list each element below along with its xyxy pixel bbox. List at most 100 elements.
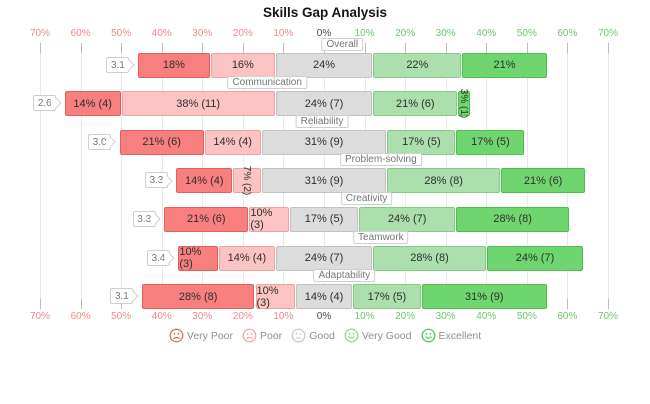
category-label-creativity: Creativity: [340, 191, 393, 205]
score-tag-teamwork: 3.4: [146, 249, 170, 266]
axis-tick: [486, 43, 488, 53]
axis-label-top: 40%: [151, 28, 172, 39]
axis-label-top: 30%: [192, 28, 213, 39]
segment-very-good[interactable]: 21% (6): [373, 91, 458, 117]
segment-poor[interactable]: 14% (4): [204, 129, 261, 155]
smile-face-icon: [421, 328, 435, 343]
legend-item-poor[interactable]: Poor: [242, 328, 282, 343]
segment-good[interactable]: 14% (4): [296, 284, 352, 310]
segment-good[interactable]: 24% (7): [275, 91, 373, 117]
grid-line: [40, 44, 41, 309]
axis-label-bottom: 10%: [354, 311, 375, 322]
axis-label-bottom: 50%: [516, 311, 537, 322]
axis-tick: [80, 43, 82, 53]
segment-poor[interactable]: 16%: [210, 52, 275, 78]
axis-tick: [364, 43, 366, 53]
segment-very-good[interactable]: 22%: [373, 52, 462, 78]
segment-poor[interactable]: 10% (3): [249, 206, 289, 232]
axis-label-bottom: 40%: [151, 311, 172, 322]
axis-tick: [80, 299, 82, 309]
segment-very-poor[interactable]: 21% (6): [119, 129, 204, 155]
segment-excellent[interactable]: 24% (7): [486, 245, 584, 271]
legend-label: Excellent: [438, 329, 482, 342]
axis-label-top: 70%: [597, 28, 618, 39]
segment-very-poor[interactable]: 14% (4): [64, 91, 121, 117]
segment-excellent[interactable]: 3% (1): [458, 88, 470, 119]
axis-tick: [608, 43, 609, 53]
segment-very-good[interactable]: 24% (7): [359, 206, 456, 232]
axis-label-bottom: 70%: [597, 311, 618, 322]
segment-poor[interactable]: 10% (3): [255, 284, 296, 310]
axis-tick: [445, 43, 447, 53]
segment-poor[interactable]: 7% (2): [233, 166, 261, 196]
axis-label-bottom: 60%: [557, 311, 578, 322]
segment-very-good[interactable]: 28% (8): [373, 245, 486, 271]
axis-label-top: 70%: [29, 28, 50, 39]
score-tag-reliability: 3.0: [88, 133, 112, 150]
axis-tick: [40, 43, 41, 53]
legend-item-excellent[interactable]: Excellent: [421, 328, 482, 343]
axis-label-top: 10%: [354, 28, 375, 39]
axis-tick: [567, 299, 569, 309]
axis-label-bottom: 70%: [29, 311, 50, 322]
segment-excellent[interactable]: 21%: [462, 52, 547, 78]
score-tag-problem-solving: 3.3: [144, 172, 168, 189]
segment-very-poor[interactable]: 28% (8): [141, 284, 255, 310]
segment-good[interactable]: 31% (9): [261, 129, 387, 155]
axis-label-bottom: 50%: [111, 311, 132, 322]
grid-line: [608, 44, 609, 309]
axis-label-top: 30%: [435, 28, 456, 39]
segment-very-poor[interactable]: 10% (3): [178, 245, 218, 271]
grid-line: [80, 44, 82, 309]
segment-very-good[interactable]: 17% (5): [387, 129, 456, 155]
axis-tick: [405, 43, 407, 53]
segment-very-poor[interactable]: 21% (6): [164, 206, 249, 232]
axis-label-top: 50%: [516, 28, 537, 39]
segment-poor[interactable]: 38% (11): [121, 91, 275, 117]
axis-label-bottom: 60%: [70, 311, 91, 322]
sad-face-icon: [242, 328, 257, 343]
axis-label-bottom: 30%: [192, 311, 213, 322]
axis-label-top: 60%: [70, 28, 91, 39]
legend-item-very-good[interactable]: Very Good: [344, 328, 412, 343]
score-tag-overall: 3.1: [106, 56, 130, 73]
segment-good[interactable]: 17% (5): [290, 206, 358, 232]
legend-item-very-poor[interactable]: Very Poor: [169, 328, 233, 343]
axis-tick: [242, 43, 244, 53]
category-label-adaptability: Adaptability: [313, 269, 376, 283]
legend-item-good[interactable]: Good: [291, 328, 335, 343]
segment-good[interactable]: 24%: [275, 52, 373, 78]
sad-face-icon: [169, 328, 184, 343]
axis-tick: [608, 299, 609, 309]
segment-good[interactable]: 24% (7): [275, 245, 373, 271]
segment-excellent[interactable]: 28% (8): [456, 206, 569, 232]
axis-tick: [202, 43, 204, 53]
segment-very-poor[interactable]: 14% (4): [176, 168, 233, 194]
segment-very-good[interactable]: 17% (5): [352, 284, 421, 310]
score-tag-creativity: 3.3: [132, 210, 156, 227]
axis-label-bottom: 10%: [273, 311, 294, 322]
segment-excellent[interactable]: 31% (9): [421, 284, 547, 310]
axis-label-bottom: 30%: [435, 311, 456, 322]
legend: Very Poor Poor Good Very Good Excellent: [0, 328, 650, 343]
score-tag-adaptability: 3.1: [110, 288, 134, 305]
axis-label-bottom: 20%: [232, 311, 253, 322]
segment-very-poor[interactable]: 18%: [137, 52, 210, 78]
chart-title: Skills Gap Analysis: [262, 5, 388, 20]
smile-face-icon: [344, 328, 359, 343]
segment-good[interactable]: 31% (9): [261, 168, 387, 194]
segment-poor[interactable]: 14% (4): [219, 245, 275, 271]
axis-label-top: 50%: [111, 28, 132, 39]
segment-value-rotated: 3% (1): [458, 88, 470, 119]
category-label-problem-solving: Problem-solving: [339, 153, 422, 167]
axis-label-top: 40%: [476, 28, 497, 39]
legend-label: Poor: [260, 329, 283, 342]
category-label-teamwork: Teamwork: [353, 230, 409, 244]
axis-label-top: 0%: [316, 28, 332, 39]
segment-excellent[interactable]: 21% (6): [501, 168, 586, 194]
axis-tick: [283, 43, 285, 53]
segment-excellent[interactable]: 17% (5): [456, 129, 525, 155]
legend-label: Good: [309, 329, 335, 342]
axis-tick: [526, 43, 528, 53]
segment-very-good[interactable]: 28% (8): [387, 168, 500, 194]
